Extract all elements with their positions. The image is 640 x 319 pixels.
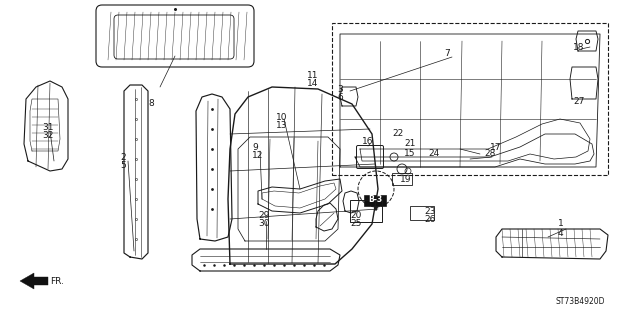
FancyBboxPatch shape bbox=[364, 195, 386, 206]
Text: 10: 10 bbox=[276, 113, 287, 122]
Text: 30: 30 bbox=[258, 219, 269, 228]
Text: 19: 19 bbox=[400, 174, 412, 183]
Polygon shape bbox=[20, 273, 48, 289]
Text: 12: 12 bbox=[252, 152, 264, 160]
Text: 31: 31 bbox=[42, 122, 54, 131]
Text: 1: 1 bbox=[558, 219, 564, 228]
Text: 25: 25 bbox=[350, 219, 362, 228]
Text: 21: 21 bbox=[404, 139, 415, 149]
Text: 18: 18 bbox=[573, 42, 584, 51]
Text: 7: 7 bbox=[444, 49, 450, 58]
Text: 23: 23 bbox=[424, 206, 435, 216]
Text: 22: 22 bbox=[392, 130, 403, 138]
Text: FR.: FR. bbox=[50, 277, 64, 286]
Text: 6: 6 bbox=[337, 93, 343, 101]
Text: 8: 8 bbox=[148, 100, 154, 108]
Text: ST73B4920D: ST73B4920D bbox=[556, 296, 605, 306]
Text: 28: 28 bbox=[484, 150, 495, 159]
Text: 17: 17 bbox=[490, 143, 502, 152]
Text: 26: 26 bbox=[424, 216, 435, 225]
Text: 5: 5 bbox=[120, 161, 125, 170]
Text: 15: 15 bbox=[404, 150, 415, 159]
Text: 4: 4 bbox=[558, 228, 564, 238]
Text: 29: 29 bbox=[258, 211, 269, 220]
Text: 32: 32 bbox=[42, 131, 53, 140]
Text: 13: 13 bbox=[276, 121, 287, 130]
Text: 3: 3 bbox=[337, 85, 343, 93]
Text: 20: 20 bbox=[350, 211, 362, 220]
Text: B-3: B-3 bbox=[368, 196, 382, 204]
Text: 16: 16 bbox=[362, 137, 374, 145]
Text: 9: 9 bbox=[252, 143, 258, 152]
Text: 24: 24 bbox=[428, 150, 439, 159]
Text: 2: 2 bbox=[120, 152, 125, 161]
Text: 11: 11 bbox=[307, 71, 319, 80]
Text: 14: 14 bbox=[307, 79, 318, 88]
Text: 27: 27 bbox=[573, 97, 584, 106]
